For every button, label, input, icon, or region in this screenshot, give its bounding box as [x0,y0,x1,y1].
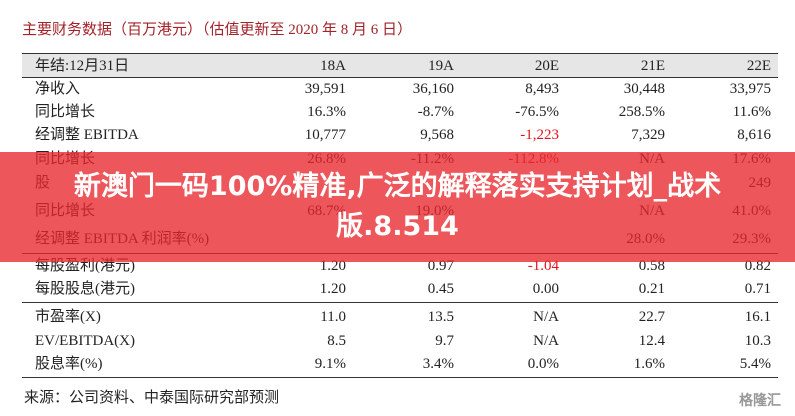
cell: 11.6% [732,104,771,120]
rule [22,77,778,78]
cell: -8.7% [417,104,454,120]
source: 来源：公司资料、中泰国际研究部预测 [24,390,280,406]
header-cell: 19A [428,58,454,74]
title: 主要财务数据（百万港元）（估值更新至 2020 年 8 月 6 日） [22,22,413,38]
cell: 30,448 [623,81,665,97]
row-label: 股息率(%) [35,356,103,372]
banner: 新澳门一码100%精准,广泛的解释落实支持计划_战术版.8.514 [0,152,795,262]
cell: 8.5 [327,333,346,349]
cell: 258.5% [618,104,665,120]
header-cell: 21E [640,58,665,74]
row-label: 净收入 [35,81,81,97]
cell: 0.97 [427,258,454,274]
cell: 16.1 [744,309,771,325]
cell: 9.7 [435,333,454,349]
rule [22,302,778,303]
header-background [22,54,778,77]
cell: 39,591 [304,81,346,97]
cell: 0.58 [638,258,665,274]
row-label: 每股盈利(港元) [35,258,135,274]
cell: 16.3% [307,104,346,120]
cell: 10,777 [304,127,346,143]
cell: -1,223 [520,127,559,143]
row-label: 每股股息(港元) [35,281,135,297]
cell: 0.45 [427,281,454,297]
cell: 9.1% [314,356,346,372]
cell: 11.0 [320,309,346,325]
header-cell: 22E [746,58,771,74]
cell: 8,493 [525,81,559,97]
cell: 0.71 [744,281,771,297]
cell: 33,975 [729,81,771,97]
cell: N/A [533,333,559,349]
cell: 0.00 [532,281,559,297]
rule [22,53,778,54]
cell: 10.3 [744,333,771,349]
row-label: EV/EBITDA(X) [35,333,135,349]
cell: 1.20 [319,258,346,274]
cell: 1.20 [319,281,346,297]
row-label: 经调整 EBITDA [35,127,139,143]
cell: 0.0% [527,356,559,372]
header-cell: 18A [320,58,346,74]
cell: 9,568 [420,127,454,143]
header-cell: 20E [534,58,559,74]
cell: N/A [533,309,559,325]
cell: 3.4% [422,356,454,372]
row-label: 市盈率(X) [35,309,101,325]
cell: 0.21 [638,281,665,297]
cell: -1.04 [527,258,559,274]
cell: 0.82 [744,258,771,274]
rule [22,377,778,378]
cell: 36,160 [412,81,454,97]
cell: 5.4% [739,356,771,372]
cell: 12.4 [638,333,665,349]
cell: 13.5 [427,309,454,325]
header-cell: 年结:12月31日 [35,58,130,74]
cell: 7,329 [631,127,665,143]
cell: 22.7 [638,309,665,325]
row-label: 同比增长 [35,104,96,120]
watermark: 格隆汇 [739,393,781,409]
cell: -76.5% [515,104,559,120]
cell: 1.6% [633,356,665,372]
cell: 8,616 [737,127,771,143]
banner-text: 新澳门一码100%精准,广泛的解释落实支持计划_战术版.8.514 [73,171,722,242]
